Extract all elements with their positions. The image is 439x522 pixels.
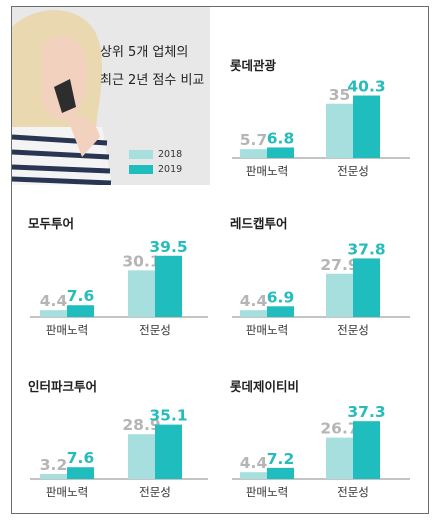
chart-title-modetour: 모두투어 [28, 216, 75, 231]
header-title-line1: 상위 5개 업체의 [100, 45, 189, 60]
bar-lotte-jtb-2018-1 [326, 437, 353, 479]
value-label-lotte-jtb-2019-1: 37.3 [347, 403, 385, 421]
chart-title-lotte-tour: 롯데관광 [230, 58, 277, 73]
category-label-modetour-1: 전문성 [139, 323, 171, 337]
category-label-interpark-tour-1: 전문성 [139, 485, 171, 499]
bar-lotte-tour-2019-1 [353, 95, 380, 158]
value-label-interpark-tour-2019-0: 7.6 [67, 449, 94, 467]
value-label-redcap-tour-2018-1: 27.9 [320, 256, 358, 274]
value-label-lotte-jtb-2018-1: 26.7 [320, 420, 358, 438]
bar-lotte-tour-2018-0 [240, 149, 267, 158]
bar-lotte-jtb-2019-1 [353, 421, 380, 479]
category-label-interpark-tour-0: 판매노력 [46, 485, 88, 499]
bar-redcap-tour-2018-0 [240, 310, 267, 317]
bar-redcap-tour-2019-1 [353, 258, 380, 317]
bar-interpark-tour-2019-1 [155, 424, 182, 479]
chart-title-redcap-tour: 레드캡투어 [230, 216, 288, 231]
bar-interpark-tour-2019-0 [67, 467, 94, 479]
chart-title-interpark-tour: 인터파크투어 [28, 379, 98, 394]
category-label-lotte-tour-0: 판매노력 [246, 164, 288, 178]
bar-modetour-2019-1 [155, 255, 182, 317]
chart-title-lotte-jtb: 롯데제이티비 [230, 379, 300, 394]
value-label-redcap-tour-2019-1: 37.8 [347, 240, 385, 258]
value-label-redcap-tour-2018-0: 4.4 [240, 292, 268, 310]
legend-swatch-2018 [129, 150, 153, 159]
header-panel: 상위 5개 업체의 최근 2년 점수 비교 2018 2019 [12, 7, 210, 185]
woman-on-phone-photo [12, 10, 112, 185]
header-title-line2: 최근 2년 점수 비교 [100, 73, 205, 88]
value-label-lotte-jtb-2019-0: 7.2 [267, 450, 294, 468]
legend-label-2018: 2018 [158, 149, 183, 160]
category-label-redcap-tour-0: 판매노력 [246, 323, 288, 337]
bar-lotte-jtb-2019-0 [267, 467, 294, 479]
bar-lotte-tour-2019-0 [267, 147, 294, 158]
bar-redcap-tour-2018-1 [326, 273, 353, 317]
bar-interpark-tour-2018-1 [128, 434, 155, 479]
bar-lotte-tour-2018-1 [326, 103, 353, 158]
category-label-lotte-jtb-1: 전문성 [337, 485, 369, 499]
bar-interpark-tour-2018-0 [40, 474, 67, 479]
category-label-lotte-tour-1: 전문성 [337, 164, 369, 178]
legend-item-2018: 2018 [129, 149, 182, 160]
value-label-lotte-tour-2019-0: 6.8 [267, 129, 294, 147]
value-label-lotte-tour-2018-0: 5.7 [240, 131, 267, 149]
legend-label-2019: 2019 [158, 164, 183, 175]
category-label-modetour-0: 판매노력 [46, 323, 88, 337]
value-label-interpark-tour-2019-1: 35.1 [149, 407, 187, 425]
bar-lotte-jtb-2018-0 [240, 472, 267, 479]
bar-modetour-2018-0 [40, 310, 67, 317]
bar-modetour-2018-1 [128, 270, 155, 317]
category-label-lotte-jtb-0: 판매노력 [246, 485, 288, 499]
bar-modetour-2019-0 [67, 305, 94, 317]
value-label-interpark-tour-2018-0: 3.2 [40, 456, 67, 474]
legend-item-2019: 2019 [129, 164, 182, 175]
legend-swatch-2019 [129, 165, 153, 174]
value-label-modetour-2019-0: 7.6 [67, 287, 94, 305]
value-label-lotte-tour-2018-1: 35 [329, 86, 351, 104]
category-label-redcap-tour-1: 전문성 [337, 323, 369, 337]
bar-redcap-tour-2019-0 [267, 306, 294, 317]
value-label-modetour-2018-0: 4.4 [40, 292, 68, 310]
value-label-modetour-2019-1: 39.5 [149, 238, 187, 256]
value-label-interpark-tour-2018-1: 28.9 [122, 416, 160, 434]
value-label-lotte-tour-2019-1: 40.3 [347, 78, 385, 96]
value-label-modetour-2018-1: 30.1 [122, 252, 160, 270]
value-label-redcap-tour-2019-0: 6.9 [267, 288, 294, 306]
value-label-lotte-jtb-2018-0: 4.4 [240, 454, 268, 472]
